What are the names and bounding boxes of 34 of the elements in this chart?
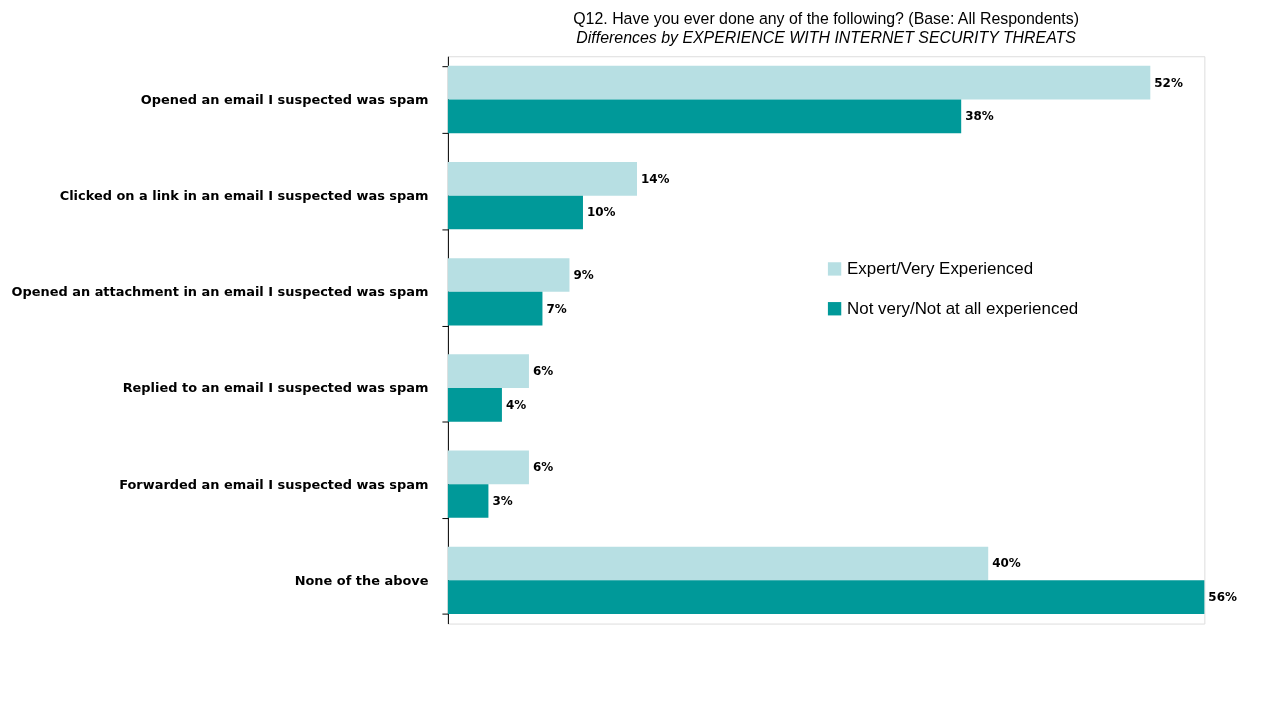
bar — [447, 162, 638, 196]
bar — [447, 99, 962, 134]
bar — [447, 195, 583, 230]
bar — [447, 65, 1151, 100]
y-tick-label: Replied to an email I suspected was spam — [122, 380, 429, 396]
data-label: 9% — [573, 267, 594, 282]
bar — [447, 258, 570, 292]
bar — [447, 354, 529, 388]
data-label: 38% — [965, 109, 994, 124]
data-label: 14% — [640, 171, 670, 186]
chart-subtitle: Differences by EXPERIENCE WITH INTERNET SECURITY THREATS — [576, 29, 1077, 47]
data-label: 6% — [532, 364, 554, 379]
data-label: 3% — [492, 493, 513, 508]
legend-label: Not very/Not at all experienced — [847, 298, 1079, 318]
data-label: 4% — [505, 397, 527, 412]
legend-label: Expert/Very Experienced — [847, 258, 1034, 278]
bar — [447, 580, 1205, 614]
y-tick-label: Clicked on a link in an email I suspected was spam — [59, 188, 429, 204]
data-label: 56% — [1208, 590, 1237, 605]
bar — [447, 291, 543, 326]
data-label: 7% — [546, 301, 567, 316]
y-tick-label: Opened an email I suspected was spam — [140, 91, 429, 107]
y-tick-label: None of the above — [294, 572, 429, 588]
y-tick-label: Forwarded an email I suspected was spam — [119, 476, 429, 492]
bar — [447, 484, 489, 518]
data-label: 52% — [1154, 75, 1183, 90]
bar — [447, 450, 529, 485]
y-tick-label: Opened an attachment in an email I suspected was spam — [11, 284, 429, 300]
data-label: 10% — [586, 205, 616, 220]
data-label: 40% — [992, 556, 1021, 571]
chart-title: Q12. Have you ever done any of the following? (Base: All Respondents) — [573, 10, 1080, 28]
bar — [447, 387, 502, 422]
data-label: 6% — [532, 460, 554, 475]
bar — [447, 546, 989, 581]
